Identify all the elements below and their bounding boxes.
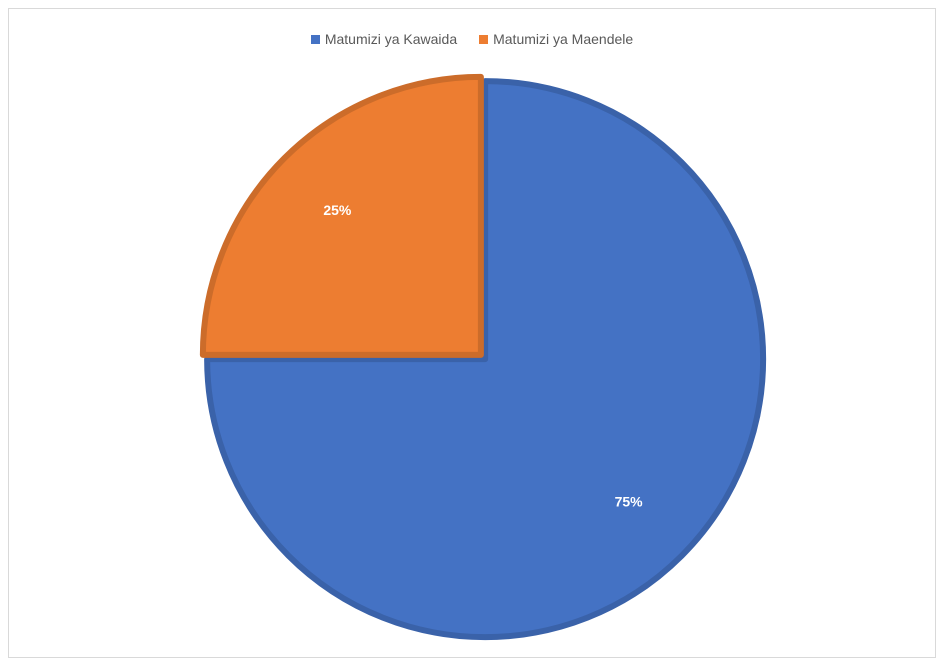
legend-label-maendele: Matumizi ya Maendele [493, 31, 634, 47]
pie-data-labels: 75% 25% [323, 202, 643, 509]
data-label-maendele: 25% [323, 202, 352, 218]
chart-area: Matumizi ya Kawaida Matumizi ya Maendele… [8, 8, 936, 658]
legend-swatch-kawaida [310, 34, 320, 44]
legend: Matumizi ya Kawaida Matumizi ya Maendele [9, 31, 935, 47]
legend-item-maendele: Matumizi ya Maendele [479, 31, 633, 47]
pie-chart: 75% 25% [199, 73, 767, 641]
pie-slice-kawaida [204, 78, 767, 641]
legend-swatch-maendele [479, 34, 489, 44]
legend-label-kawaida: Matumizi ya Kawaida [324, 31, 458, 47]
data-label-kawaida: 75% [615, 493, 644, 509]
legend-item-kawaida: Matumizi ya Kawaida [310, 31, 458, 47]
pie-slices [199, 73, 767, 641]
pie-slice-maendele [199, 73, 484, 358]
